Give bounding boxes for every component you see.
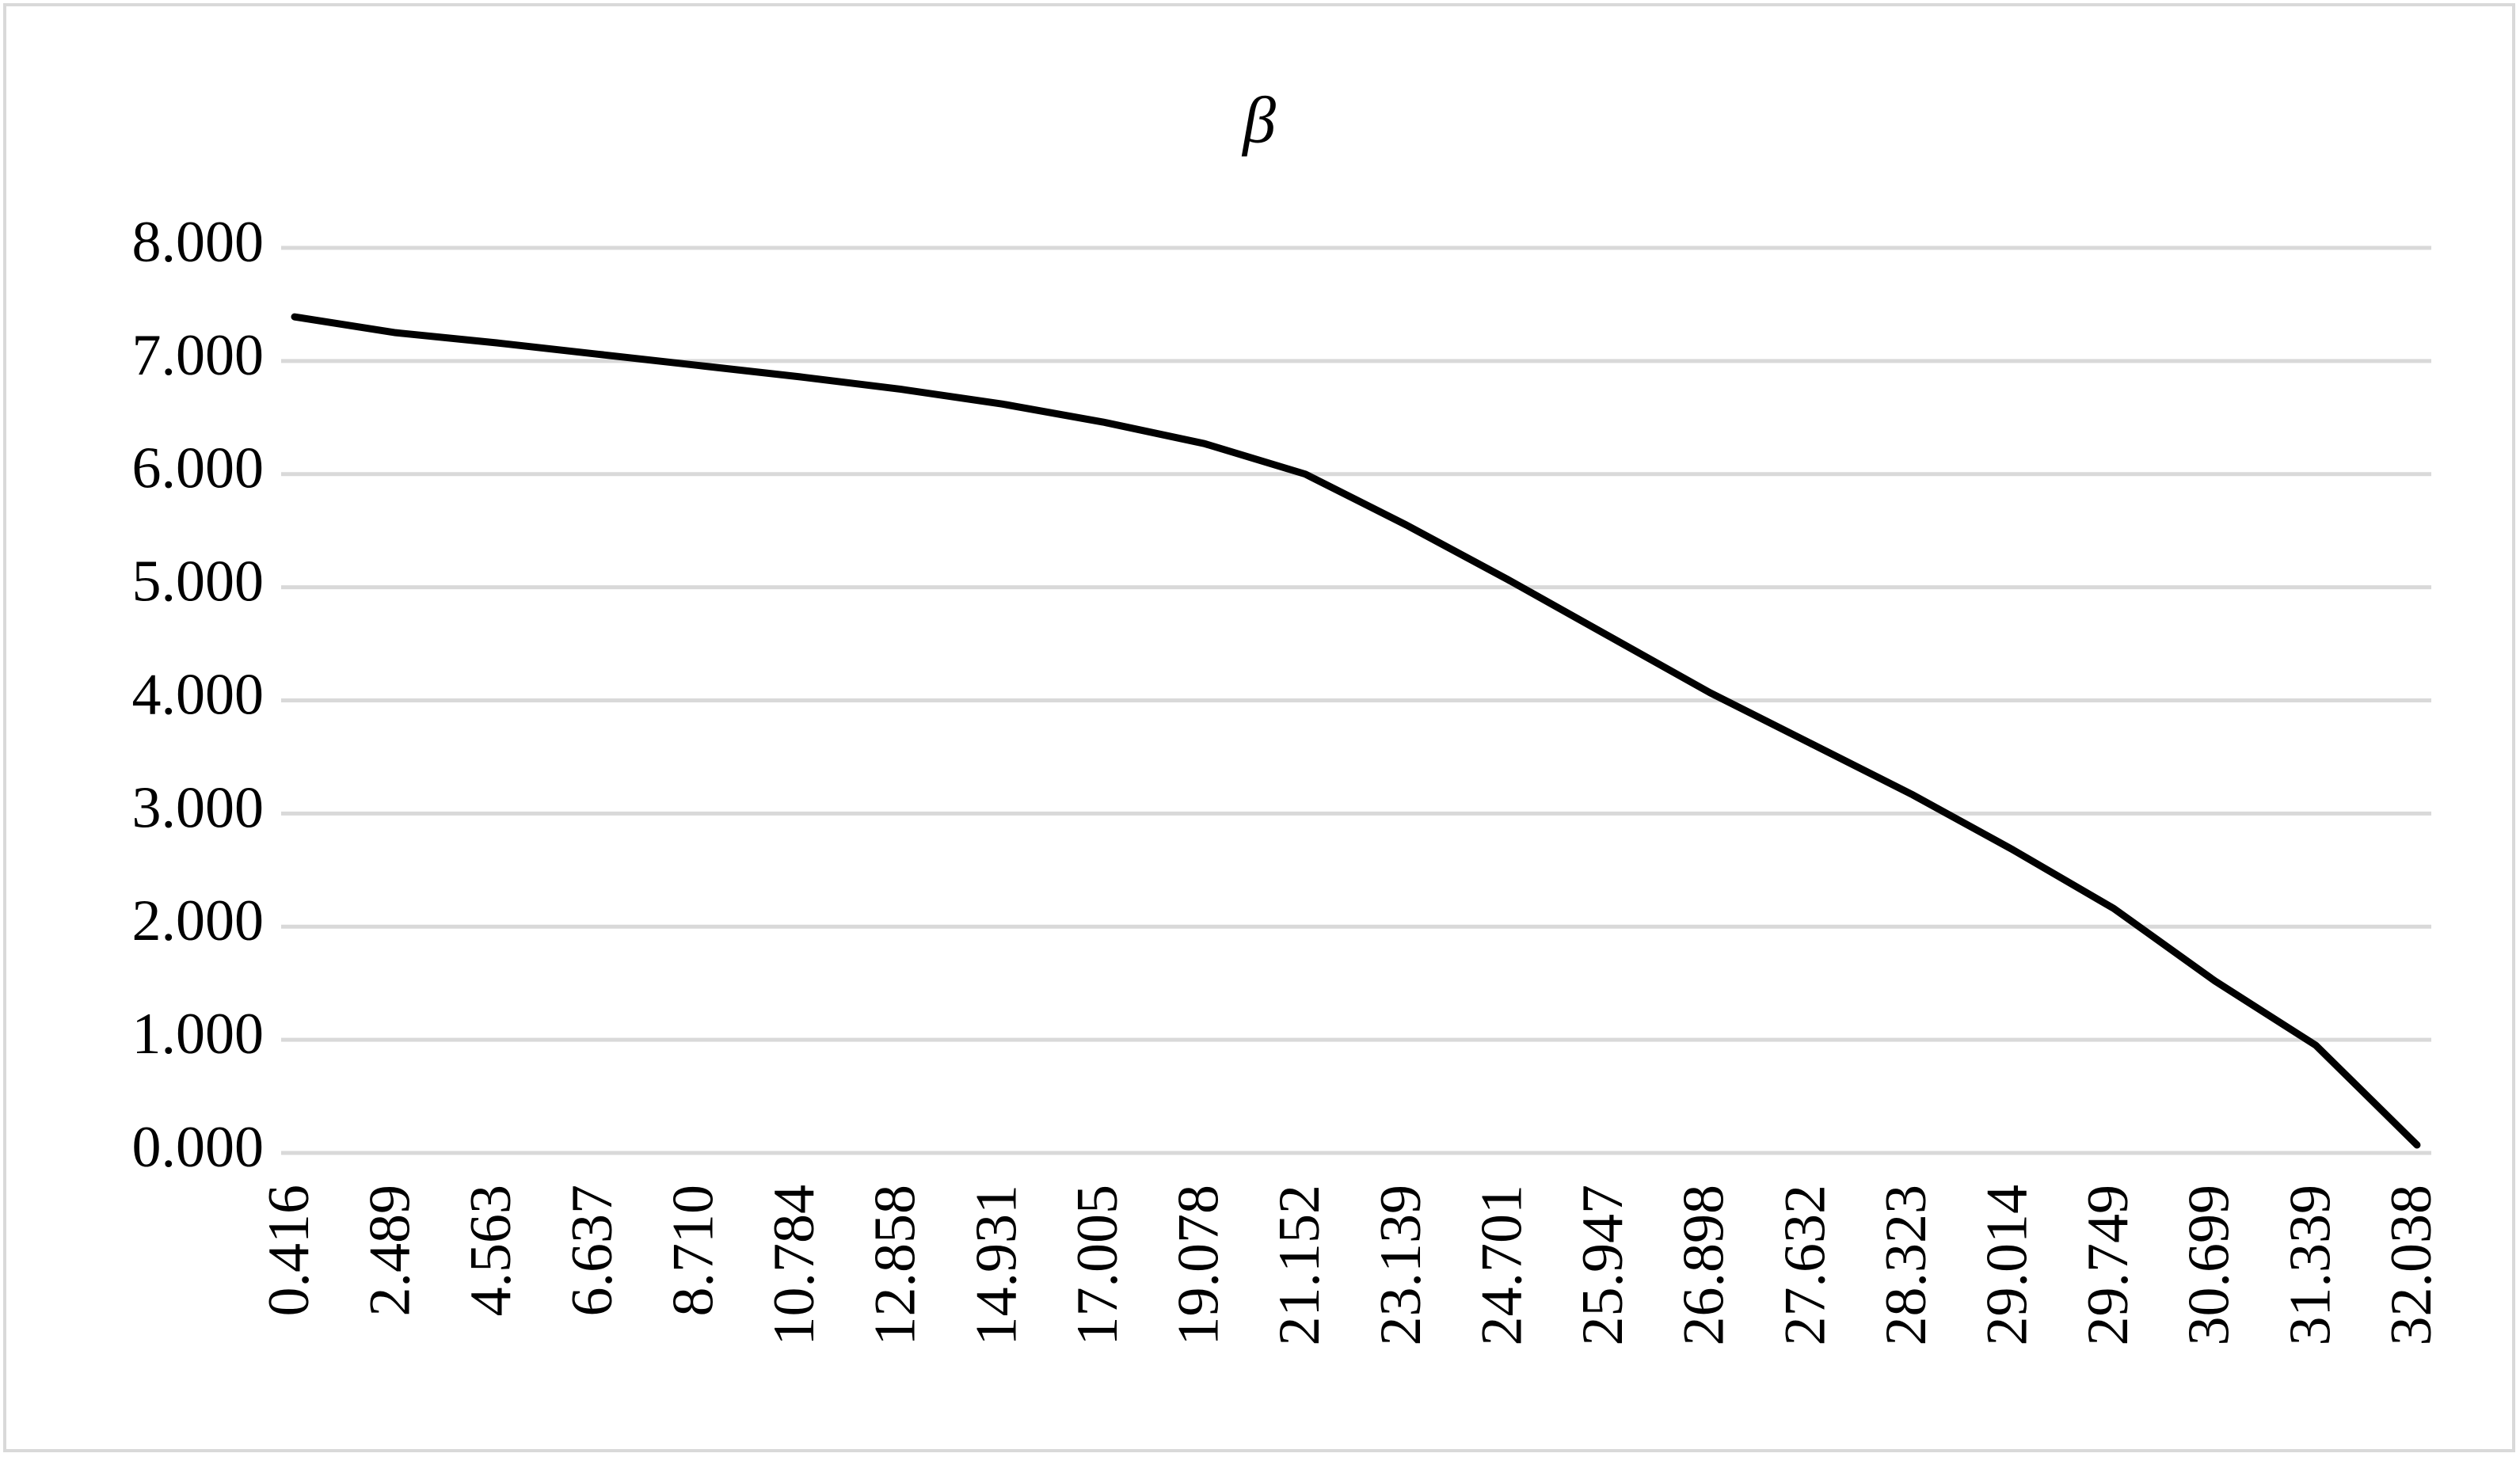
x-tick-label: 29.749 [2076, 1185, 2141, 1346]
x-tick-label: 31.339 [2278, 1185, 2343, 1346]
x-tick-label: 10.784 [762, 1185, 827, 1346]
y-tick-label: 2.000 [132, 888, 265, 953]
x-tick-label: 27.632 [1772, 1185, 1837, 1346]
chart-title: β [1241, 83, 1276, 157]
x-tick-label: 26.898 [1672, 1185, 1737, 1346]
y-tick-label: 4.000 [132, 662, 265, 727]
x-tick-label: 17.005 [1065, 1185, 1130, 1346]
x-tick-label: 8.710 [660, 1185, 725, 1317]
x-tick-label: 12.858 [863, 1185, 928, 1346]
x-tick-label: 0.416 [257, 1185, 322, 1317]
y-tick-label: 0.000 [132, 1115, 265, 1180]
chart-border [3, 3, 2515, 1452]
y-tick-label: 5.000 [132, 550, 265, 614]
x-tick-label: 28.323 [1874, 1185, 1939, 1346]
data-line [291, 313, 2421, 1149]
y-tick-label: 6.000 [132, 436, 265, 501]
x-tick-label: 4.563 [459, 1185, 523, 1317]
x-tick-label: 29.014 [1975, 1185, 2040, 1346]
x-tick-label: 24.701 [1469, 1185, 1534, 1346]
x-tick-label: 14.931 [964, 1185, 1029, 1346]
x-tick-label: 23.139 [1368, 1185, 1433, 1346]
y-tick-label: 3.000 [132, 775, 265, 840]
x-tick-label: 2.489 [358, 1185, 423, 1317]
y-tick-label: 7.000 [132, 323, 265, 388]
x-tick-label: 25.947 [1570, 1185, 1635, 1346]
x-tick-label: 21.152 [1267, 1185, 1332, 1346]
x-tick-label: 6.637 [560, 1185, 625, 1317]
x-tick-label: 32.038 [2379, 1185, 2444, 1346]
x-tick-label: 19.078 [1167, 1185, 1231, 1346]
x-tick-label: 30.699 [2177, 1185, 2242, 1346]
y-tick-label: 1.000 [132, 1002, 265, 1067]
y-tick-label: 8.000 [132, 210, 265, 275]
